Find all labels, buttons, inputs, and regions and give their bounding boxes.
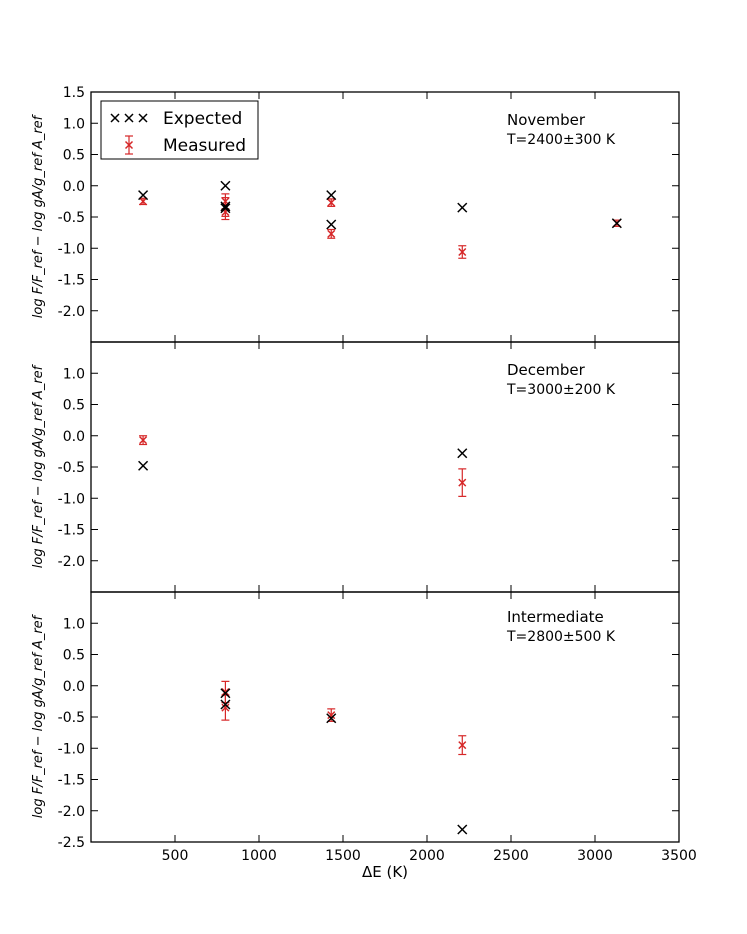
y-tick-label: -0.5 <box>58 710 85 726</box>
y-tick-label: -2.5 <box>58 835 85 851</box>
y-tick-label: -1.0 <box>58 241 85 257</box>
measured-point <box>327 228 336 239</box>
y-tick-label: 1.0 <box>63 116 85 132</box>
panel-temperature: T=3000±200 K <box>506 382 616 398</box>
expected-point <box>220 203 231 214</box>
panel-intermediate: 1.0 0.5 0.0 -0.5 -1.0 -1.5 -2.0 -2.5 500 1000 1500… <box>31 591 697 864</box>
y-tick-label: -1.0 <box>58 491 85 507</box>
measured-point <box>139 435 148 446</box>
legend-frame <box>100 100 259 160</box>
y-tick-label: 0.5 <box>63 148 85 164</box>
y-tick-label: -1.5 <box>58 773 85 789</box>
y-tick-label: 0.5 <box>63 648 85 664</box>
legend: Expected Measured <box>100 100 259 160</box>
y-axis-label: log F/F_ref − log gA/g_ref A_ref <box>31 613 46 818</box>
expected-point <box>220 180 231 191</box>
legend-expected-label: Expected <box>163 109 242 129</box>
panel-temperature: T=2800±500 K <box>506 629 616 645</box>
expected-point <box>326 219 337 230</box>
expected-point <box>138 190 149 201</box>
legend-expected-marker <box>124 113 134 123</box>
panels: 1.5 1.0 0.5 0.0 -0.5 -1.0 -1.5 -2.0 log F/F_ref … <box>31 85 697 864</box>
panel-december: 1.0 0.5 0.0 -0.5 -1.0 -1.5 -2.0 log F/F_ref − l… <box>31 341 680 593</box>
x-axis-label: ΔE (K) <box>362 863 408 881</box>
y-axis-label: log F/F_ref − log gA/g_ref A_ref <box>31 113 46 318</box>
x-tick-label: 3000 <box>577 848 613 864</box>
measured-point <box>139 197 148 206</box>
legend-expected-marker <box>138 113 148 123</box>
y-tick-label: -2.0 <box>58 304 85 320</box>
measured-point <box>458 245 467 259</box>
panel-november: 1.5 1.0 0.5 0.0 -0.5 -1.0 -1.5 -2.0 log F/F_ref … <box>31 85 680 343</box>
panel-temperature: T=2400±300 K <box>506 132 616 148</box>
y-tick-label: 0.5 <box>63 398 85 414</box>
expected-point <box>220 688 231 699</box>
measured-point <box>327 198 336 207</box>
x-tick-label: 2000 <box>409 848 445 864</box>
expected-point <box>457 824 468 835</box>
y-tick-label: -1.5 <box>58 523 85 539</box>
y-tick-label: 0.0 <box>63 179 85 195</box>
expected-point <box>220 699 231 710</box>
y-tick-label: 1.0 <box>63 366 85 382</box>
y-tick-label: -1.0 <box>58 741 85 757</box>
panel-title: December <box>507 361 586 379</box>
expected-point <box>220 201 231 212</box>
y-tick-label: 1.0 <box>63 616 85 632</box>
y-tick-label: -0.5 <box>58 460 85 476</box>
x-tick-label: 500 <box>162 848 189 864</box>
legend-measured-label: Measured <box>163 136 246 156</box>
expected-point <box>326 713 337 724</box>
legend-measured-marker <box>124 140 134 150</box>
y-tick-label: -1.5 <box>58 273 85 289</box>
legend-expected-marker <box>110 113 120 123</box>
y-tick-label: -0.5 <box>58 210 85 226</box>
y-tick-label: 1.5 <box>63 85 85 101</box>
x-tick-label: 1500 <box>325 848 361 864</box>
expected-point <box>457 448 468 459</box>
panel-title: November <box>507 111 586 129</box>
y-tick-label: 0.0 <box>63 679 85 695</box>
expected-point <box>326 190 337 201</box>
measured-point <box>458 735 467 756</box>
x-tick-label: 3500 <box>661 848 697 864</box>
y-axis-label: log F/F_ref − log gA/g_ref A_ref <box>31 363 46 568</box>
expected-point <box>611 218 622 229</box>
expected-point <box>457 202 468 213</box>
panel-frame <box>90 341 680 593</box>
y-tick-label: -2.0 <box>58 804 85 820</box>
y-tick-label: -2.0 <box>58 554 85 570</box>
measured-point <box>458 468 467 497</box>
x-tick-label: 2500 <box>493 848 529 864</box>
expected-point <box>138 460 149 471</box>
y-tick-label: 0.0 <box>63 429 85 445</box>
panel-title: Intermediate <box>507 608 604 626</box>
x-tick-label: 1000 <box>241 848 277 864</box>
